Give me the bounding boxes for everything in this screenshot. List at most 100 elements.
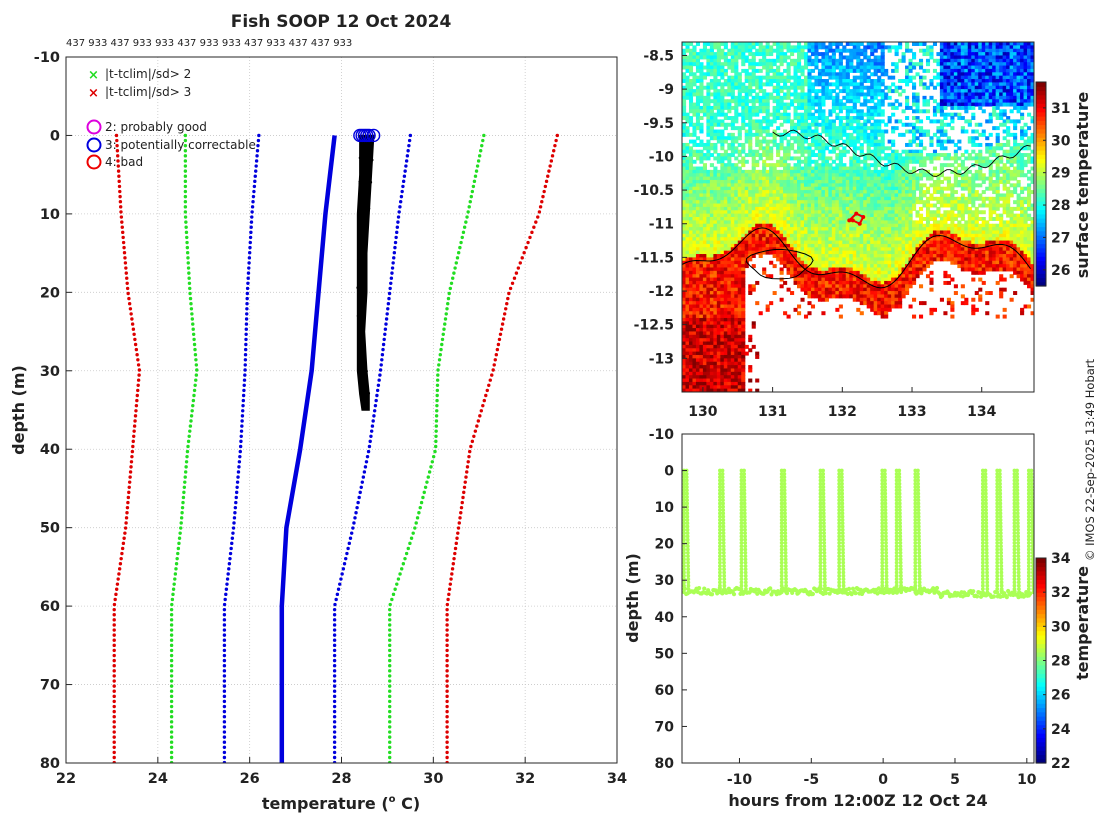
observed-point (356, 286, 360, 290)
map-cell (744, 217, 749, 221)
map-cell (730, 358, 735, 363)
map-cell (688, 321, 694, 326)
map-cell (758, 213, 763, 218)
map-cell (688, 42, 694, 46)
series-point (388, 613, 392, 617)
map-cell (751, 75, 756, 80)
map-cell (706, 149, 711, 154)
map-cell (723, 284, 728, 289)
map-cell (723, 169, 728, 174)
map-cell (765, 186, 770, 191)
map-cell (852, 254, 857, 258)
map-cell (706, 186, 711, 191)
map-cell (706, 378, 711, 383)
map-cell (699, 68, 704, 73)
map-cell (870, 240, 875, 245)
series-point (369, 434, 373, 438)
map-cell (817, 274, 823, 279)
map-cell (800, 173, 805, 178)
map-cell (838, 82, 843, 87)
map-cell (776, 45, 781, 50)
map-cell (797, 217, 802, 221)
map-cell (772, 186, 777, 191)
map-cell (765, 230, 770, 235)
map-cell (716, 196, 721, 201)
series-point (238, 444, 243, 449)
map-cell (852, 287, 857, 292)
series-point (388, 709, 392, 714)
series-point (170, 597, 175, 602)
map-cell (821, 119, 826, 124)
map-cell (716, 186, 721, 191)
map-cell (800, 210, 805, 215)
map-cell (723, 354, 728, 359)
map-cell (727, 213, 732, 218)
map-cell (793, 193, 798, 198)
map-cell (734, 45, 739, 50)
series-point (394, 235, 398, 240)
map-cell (838, 291, 843, 296)
map-cell (685, 378, 690, 383)
map-cell (779, 277, 784, 282)
map-cell (699, 75, 704, 80)
map-cell (783, 220, 788, 225)
map-cell (786, 190, 791, 195)
map-cell (852, 284, 857, 289)
series-point (118, 189, 122, 194)
map-cell (744, 112, 749, 117)
map-cell (727, 247, 732, 252)
map-cell (835, 153, 840, 158)
map-cell (863, 206, 868, 211)
map-cell (716, 183, 721, 188)
map-cell (748, 237, 753, 242)
series-point (471, 184, 476, 189)
map-cell (716, 92, 721, 97)
map-cell (859, 227, 864, 232)
map-cell (828, 75, 833, 80)
map-cell (741, 243, 746, 248)
series-point (186, 266, 191, 270)
map-cell (776, 153, 781, 158)
series-point (550, 154, 555, 158)
map-cell (685, 217, 690, 221)
series-point (222, 704, 227, 709)
map-cell (807, 270, 812, 275)
map-cell (699, 338, 704, 343)
map-cell (699, 200, 704, 205)
map-cell (723, 361, 728, 366)
observed-point (359, 206, 363, 210)
map-cell (835, 291, 840, 296)
map-cell (699, 344, 704, 349)
map-cell (793, 85, 798, 90)
map-cell (709, 297, 714, 302)
map-cell (688, 48, 694, 53)
map-cell (685, 385, 690, 390)
map-cell (783, 136, 788, 141)
map-cell (783, 217, 788, 221)
map-cell (803, 169, 809, 174)
map-cell (859, 294, 864, 299)
map-cell (706, 348, 711, 353)
map-cell (859, 233, 864, 238)
map-cell (741, 375, 746, 380)
series-point (245, 286, 250, 291)
map-cell (803, 186, 809, 191)
map-cell (741, 257, 746, 262)
map-cell (786, 45, 791, 50)
map-cell (682, 270, 687, 275)
map-cell (727, 284, 732, 289)
map-cell (713, 45, 718, 50)
map-cell (852, 68, 857, 73)
map-cell (741, 193, 746, 198)
map-cell (682, 381, 687, 386)
map-cell (744, 183, 749, 188)
observed-point (358, 156, 362, 160)
map-cell (748, 112, 753, 117)
map-cell (734, 338, 739, 343)
map-cell (720, 267, 725, 272)
map-cell (814, 280, 819, 285)
map-cell (814, 163, 819, 168)
map-cell (737, 291, 742, 296)
map-cell (716, 381, 721, 386)
map-cell (702, 109, 707, 114)
